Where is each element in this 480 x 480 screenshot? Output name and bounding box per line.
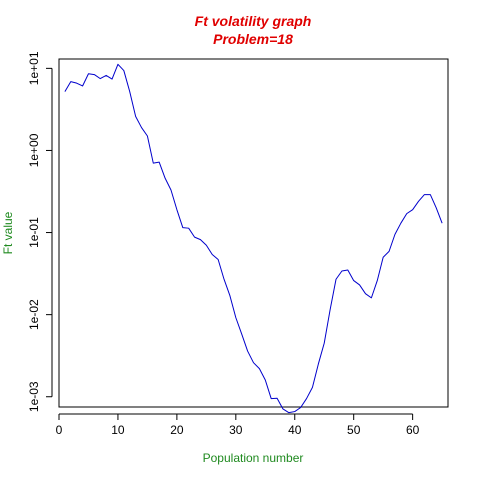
- y-tick-label: 1e-02: [27, 299, 41, 330]
- y-tick-label: 1e-03: [27, 381, 41, 412]
- series-line: [64, 63, 443, 414]
- x-tick-label: 30: [229, 423, 243, 437]
- x-tick-label: 60: [406, 423, 420, 437]
- x-axis: 0 10 20 30 40 50 60: [56, 413, 420, 437]
- chart-subtitle: Problem=18: [213, 31, 293, 47]
- plot-frame: [58, 58, 449, 408]
- x-tick-label: 0: [56, 423, 63, 437]
- x-tick-label: 40: [288, 423, 302, 437]
- x-tick-label: 50: [347, 423, 361, 437]
- x-tick-label: 10: [111, 423, 125, 437]
- x-tick-label: 20: [170, 423, 184, 437]
- y-axis-label: Ft value: [1, 211, 15, 254]
- chart-title: Ft volatility graph: [195, 13, 312, 29]
- y-tick-label: 1e-01: [27, 217, 41, 248]
- x-axis-label: Population number: [203, 451, 304, 465]
- series-layer: [64, 63, 443, 414]
- y-tick-label: 1e+00: [27, 133, 41, 167]
- y-axis: 1e-03 1e-02 1e-01 1e+00 1e+01: [27, 51, 53, 412]
- y-tick-label: 1e+01: [27, 51, 41, 85]
